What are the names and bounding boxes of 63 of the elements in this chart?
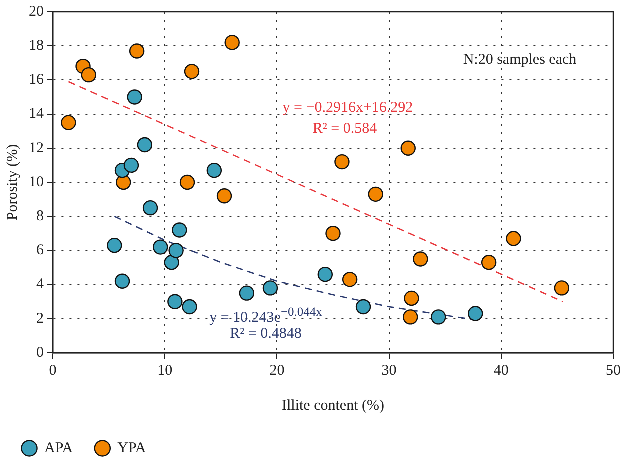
point — [127, 90, 142, 105]
point — [184, 64, 200, 80]
y-tick-label: 10 — [29, 174, 44, 190]
point — [413, 252, 428, 267]
x-tick-label: 0 — [49, 362, 57, 379]
x-tick-label: 30 — [382, 362, 397, 379]
y-tick-label: 12 — [29, 140, 44, 156]
point — [400, 140, 416, 156]
legend-label: YPA — [118, 440, 146, 456]
x-tick-label: 20 — [270, 362, 285, 379]
point — [168, 294, 183, 310]
point — [554, 280, 570, 296]
point — [239, 286, 255, 301]
point — [168, 243, 184, 258]
x-tick-label: 10 — [158, 362, 173, 379]
y-tick-label: 20 — [29, 4, 44, 20]
point — [262, 280, 278, 296]
point — [182, 299, 198, 315]
point — [61, 115, 76, 130]
x-axis-title: Illite content (%) — [282, 398, 384, 414]
point — [318, 266, 334, 282]
annotation: R² = 0.584 — [312, 121, 378, 138]
legend-label: APA — [44, 440, 74, 456]
y-tick-label: 14 — [29, 106, 44, 122]
point — [137, 137, 153, 153]
point — [129, 44, 145, 59]
annotation: y = −0.2916x+16.292 — [282, 100, 414, 117]
point — [342, 272, 358, 288]
y-tick-label: 2 — [36, 310, 44, 327]
point — [172, 222, 188, 238]
y-tick-label: 4 — [36, 276, 44, 293]
x-tick-label: 50 — [606, 362, 621, 379]
point — [81, 67, 96, 83]
point — [206, 162, 222, 178]
y-tick-label: 8 — [36, 208, 44, 225]
point — [164, 255, 180, 270]
point — [216, 188, 232, 204]
point — [468, 306, 484, 322]
annotation: y = 10.243e$^{−0.044x}$ — [210, 305, 322, 327]
point — [481, 255, 497, 270]
y-axis-title: Porosity (%) — [4, 144, 21, 221]
point — [334, 154, 350, 170]
y-tick-label: 0 — [36, 344, 44, 361]
point — [142, 200, 158, 216]
point — [404, 290, 420, 306]
point — [368, 186, 384, 202]
point — [124, 158, 140, 174]
annotation: R² = 0.4848 — [230, 326, 302, 343]
point — [180, 174, 196, 190]
point — [107, 238, 122, 254]
point — [431, 310, 446, 325]
point — [356, 299, 372, 315]
point — [114, 274, 130, 289]
point — [403, 310, 418, 325]
point — [326, 226, 341, 242]
point — [506, 231, 522, 246]
x-tick-label: 40 — [494, 362, 509, 379]
annotation: N:20 samples each — [463, 52, 577, 69]
y-tick-label: 6 — [36, 242, 44, 259]
y-tick-label: 16 — [29, 72, 44, 88]
point — [224, 35, 240, 50]
y-tick-label: 18 — [29, 38, 44, 54]
point — [153, 240, 168, 255]
